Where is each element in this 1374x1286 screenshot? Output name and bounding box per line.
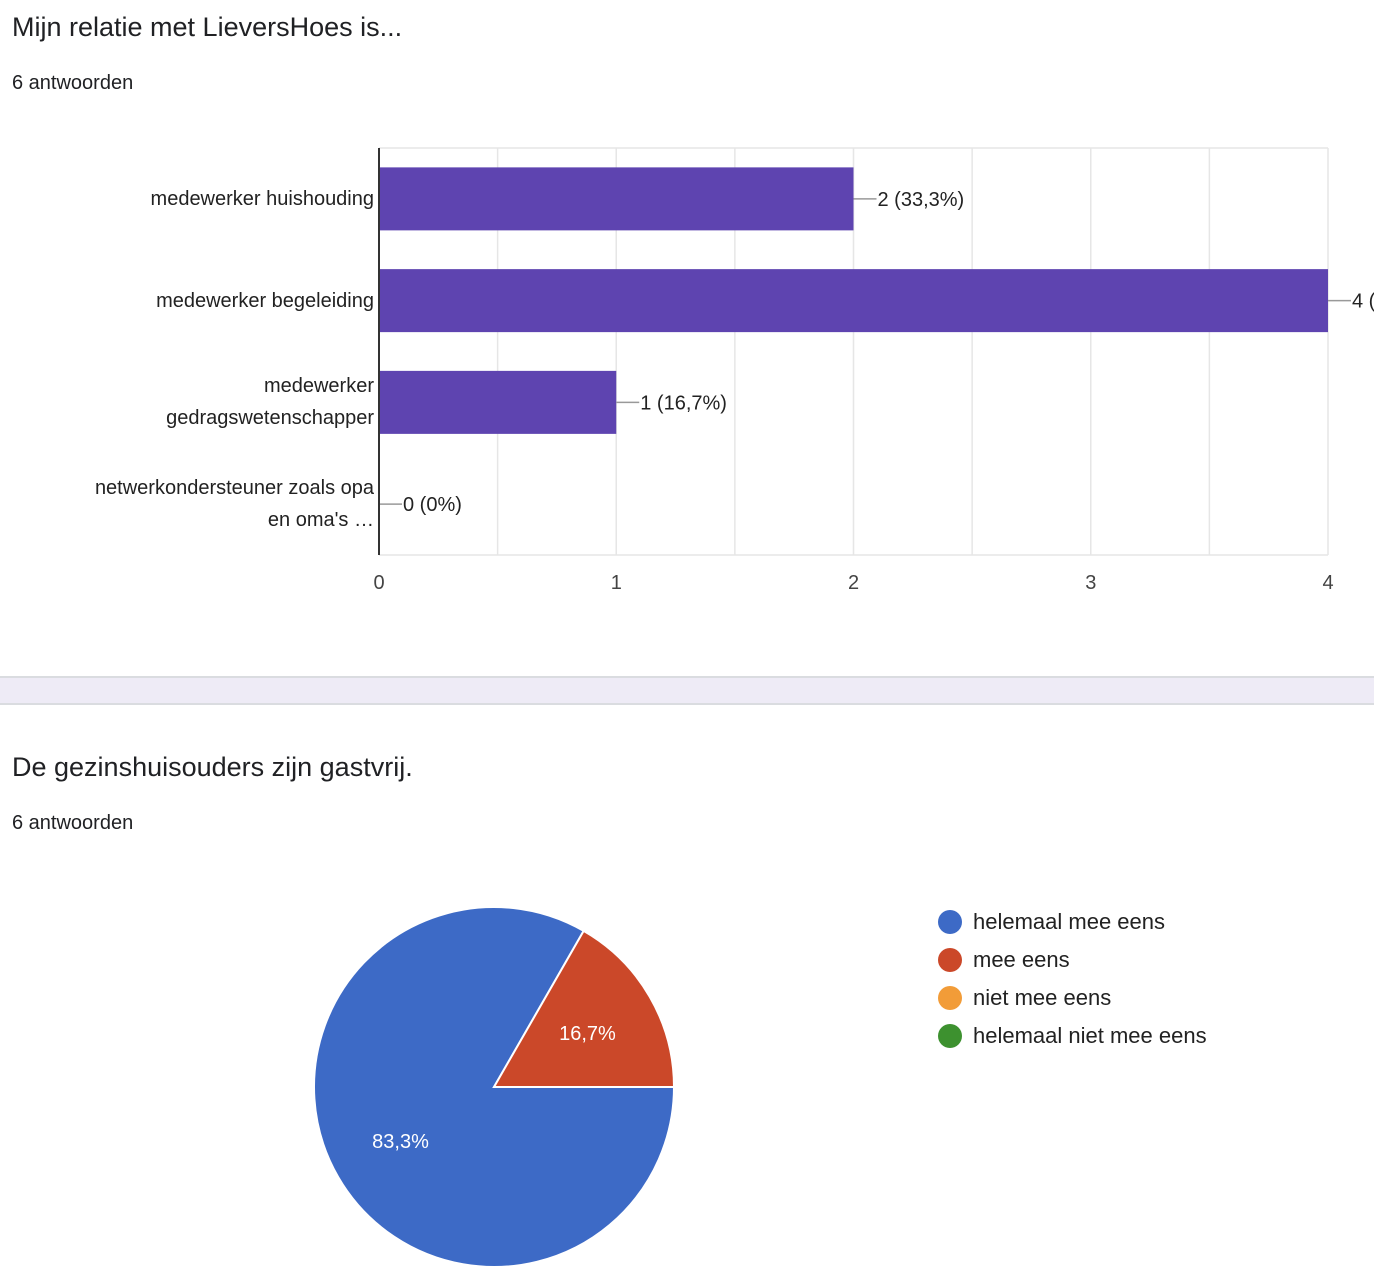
data-label: 1 (16,7%) [640, 392, 727, 414]
section-separator [0, 676, 1374, 705]
bar-chart: 2 (33,3%) 4 (66,7%) 1 (16,7%) 0 (0%) 0 1 2 3 4 [373, 147, 1374, 594]
slice-label: 83,3% [372, 1131, 429, 1153]
category-label: medewerker gedragswetenschapper [166, 375, 374, 430]
x-tick-label: 3 [1085, 572, 1096, 594]
question-2-title: De gezinshuisouders zijn gastvrij. [12, 752, 413, 782]
bar[interactable] [379, 370, 617, 434]
data-label: 4 (66,7%) [1352, 291, 1374, 313]
bar[interactable] [379, 269, 1328, 333]
question-1-response-count: 6 antwoorden [12, 72, 134, 94]
legend-label: helemaal mee eens [973, 909, 1166, 934]
x-tick-label: 4 [1322, 572, 1333, 594]
legend-color-dot [938, 1024, 962, 1048]
legend-label: helemaal niet mee eens [973, 1023, 1207, 1048]
legend-color-dot [938, 948, 962, 972]
category-label: medewerker begeleiding [156, 289, 374, 312]
question-2-response-count: 6 antwoorden [12, 812, 134, 834]
legend-item: mee eens [938, 941, 1207, 979]
data-label: 2 (33,3%) [878, 189, 965, 211]
slice-label: 16,7% [559, 1023, 616, 1045]
legend-label: mee eens [973, 947, 1070, 972]
legend-color-dot [938, 986, 962, 1010]
bar[interactable] [379, 167, 854, 231]
legend-color-dot [938, 910, 962, 934]
data-label: 0 (0%) [403, 494, 462, 516]
x-tick-label: 0 [373, 572, 384, 594]
question-1-title: Mijn relatie met LieversHoes is... [12, 12, 403, 42]
x-tick-label: 1 [611, 572, 622, 594]
pie-slice[interactable] [492, 929, 676, 1088]
legend-item: helemaal mee eens [938, 903, 1207, 941]
x-tick-label: 2 [848, 572, 859, 594]
legend-item: niet mee eens [938, 979, 1207, 1017]
category-label: netwerkondersteuner zoals opa en oma's … [94, 477, 374, 532]
pie-legend: helemaal mee eens mee eens niet mee eens he… [938, 903, 1207, 1055]
legend-item: helemaal niet mee eens [938, 1017, 1207, 1055]
legend-label: niet mee eens [973, 985, 1112, 1010]
category-label: medewerker huishouding [150, 187, 374, 210]
